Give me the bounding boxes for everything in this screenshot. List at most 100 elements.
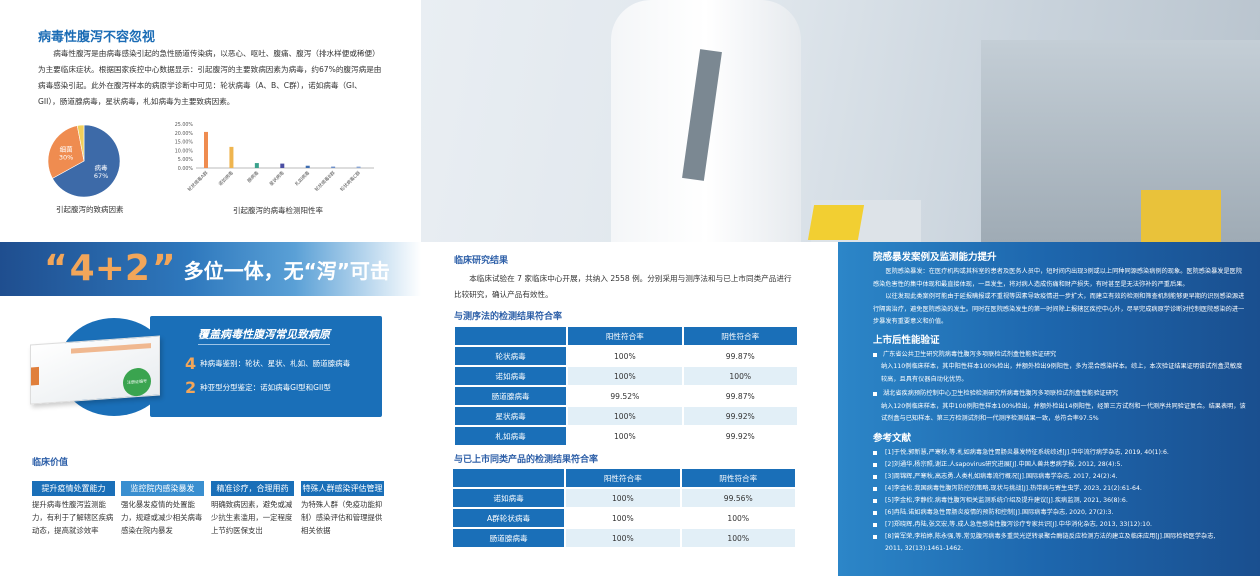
item-number: 4 <box>185 354 197 373</box>
reference-item: [8]曾军荣,李柏婷,陈永强,等.常见腹泻病毒多重荧光逆转录聚合酶链反应检测方法… <box>873 531 1233 555</box>
y-tick-label: 0.00% <box>178 166 194 172</box>
value-tag: 提升疫情处置能力 <box>32 481 115 496</box>
value-cell: 100% <box>613 431 636 441</box>
reference-item: [3]周锦辉,严寒秋,高志勇.人类札如病毒流行概况[J].国际病毒学杂志, 20… <box>873 471 1233 483</box>
bar <box>305 165 310 168</box>
table-sequencing: 阳性符合率 阴性符合率 轮状病毒 100% 99.87% 诺如病毒 100% 100% 肠道腺病… <box>453 325 799 447</box>
header-cell: 阴性符合率 <box>681 469 795 487</box>
value-cell: 100% <box>683 367 797 385</box>
intro-text: 病毒性腹泻是由病毒感染引起的急性肠道传染病，以恶心、呕吐、腹痛、腹泻（排水样便或… <box>38 49 382 106</box>
table-row: 肠道腺病毒 99.52% 99.87% <box>455 387 797 405</box>
value-tag: 监控院内感染暴发 <box>121 481 204 496</box>
banner-number: 4+2 <box>69 248 150 289</box>
value-title: 临床价值 <box>32 458 69 468</box>
pie-title: 引起腹泻的致病因素 <box>56 205 124 214</box>
value-cell: 99.56% <box>681 489 795 507</box>
pie-value: 67% <box>94 172 108 180</box>
value-cell: 99.87% <box>725 351 755 361</box>
row-label: 星状病毒 <box>455 407 567 425</box>
banner: “ 4+2 ” 多位一体，无“泻”可击 <box>0 242 421 296</box>
x-tick-label: 星状病毒 <box>268 169 286 187</box>
value-cell: 100% <box>566 529 680 547</box>
bar <box>204 131 208 168</box>
table-row: 肠道腺病毒 100% 100% <box>453 529 795 547</box>
table-market: 阳性符合率 阴性符合率 诺如病毒 100% 99.56% A群轮状病毒 100% 100% 肠道… <box>451 467 797 549</box>
product-item: 4 种病毒鉴别：轮状、星状、札如、肠道腺病毒 <box>185 354 350 373</box>
value-cell: 99.92% <box>683 407 797 425</box>
item-number: 2 <box>185 378 197 397</box>
value-text: 明确致病因素，避免或减少抗生素滥用，一定程度上节约医保支出 <box>211 500 293 535</box>
verify-item-text: 纳入120例临床样本，其中100例阳性样本100%检出，并额外检出14例阳性，经… <box>881 402 1246 423</box>
bar-title: 引起腹泻的病毒检测阳性率 <box>233 206 323 215</box>
box-label <box>71 343 151 354</box>
x-tick-label: 轮状病毒C群 <box>339 169 363 193</box>
pie-label: 病毒 <box>95 163 109 172</box>
value-text: 提升病毒性腹泻监测能力，有利于了解辖区疾病动态，提高就诊效率 <box>32 500 114 535</box>
value-text: 强化暴发疫情的处置能力，规避或减少相关病毒感染在院内暴发 <box>121 500 203 535</box>
table-row: A群轮状病毒 100% 100% <box>453 509 795 527</box>
y-tick-label: 15.00% <box>175 140 194 146</box>
pie-value: 30% <box>59 154 73 162</box>
value-cell: 100% <box>613 351 636 361</box>
reference-item: [6]冉陆.诺如病毒急性胃肠炎疫情的预防和控制[J].国际病毒学杂志, 2020… <box>873 507 1233 519</box>
verify-item-title: 湖北省疾病预防控制中心卫生检验检测研究所病毒性腹泻多项联检试剂盒性能验证研究 <box>873 388 1248 401</box>
verify-title: 上市后性能验证 <box>873 334 940 346</box>
value-cell: 100% <box>611 513 634 523</box>
quote-open: “ <box>44 248 68 289</box>
table-row: 星状病毒 100% 99.92% <box>455 407 797 425</box>
item-text: 种亚型分型鉴定：诺如病毒GI型和GII型 <box>200 383 331 392</box>
yellow-bin <box>807 205 865 240</box>
header-cell: 阳性符合率 <box>568 327 682 345</box>
outbreak-text-2: 以往发现此类案例可能由于延报瞒报或不重视等因素导致疫情进一步扩大，而建立有效的检… <box>873 293 1245 325</box>
header-cell <box>453 469 565 487</box>
outbreak-title: 院感暴发案例及监测能力提升 <box>873 252 997 263</box>
reference-item: [7]郑晓辉,冉陆,张文宏,等.成人急性感染性腹泻诊疗专家共识[J].中华消化杂… <box>873 519 1233 531</box>
yellow-bin-2 <box>1141 190 1221 242</box>
product-panel: 覆盖病毒性腹泻常见致病原 4 种病毒鉴别：轮状、星状、札如、肠道腺病毒 2 种亚… <box>150 316 382 417</box>
intro-title: 病毒性腹泻不容忽视 <box>38 30 156 45</box>
table-row: 诺如病毒 100% 99.56% <box>453 489 795 507</box>
x-tick-label: 腺病毒 <box>246 169 261 184</box>
certification-stamp: 注册证编号 <box>123 367 151 398</box>
y-tick-label: 5.00% <box>178 157 194 163</box>
bar <box>254 163 259 168</box>
header-cell: 阳性符合率 <box>566 469 680 487</box>
row-label: A群轮状病毒 <box>453 509 565 527</box>
value-cell: 99.92% <box>725 431 755 441</box>
box-tab <box>31 366 39 386</box>
x-tick-label: 轮状病毒A群 <box>186 169 210 193</box>
pie-slice <box>52 124 121 198</box>
reference-item: [4]李金松.我国病毒性腹泻防控的策略,现状与挑战[J].热带病与寄生虫学, 2… <box>873 483 1233 495</box>
bar <box>331 166 336 168</box>
bar <box>280 163 285 168</box>
clinical-text: 本临床试验在 7 家临床中心开展，共纳入 2558 例。分别采用与测序法和与已上… <box>454 274 792 299</box>
value-tag: 特殊人群感染评估管理 <box>301 481 384 496</box>
value-cell: 100% <box>568 367 682 385</box>
value-cell: 99.87% <box>725 391 755 401</box>
lab-photo <box>421 0 1260 242</box>
right-panel: 院感暴发案例及监测能力提升 医院感染暴发：在医疗机构或其科室的患者及医务人员中，… <box>838 242 1260 576</box>
value-cell: 100% <box>681 529 795 547</box>
pie-label: 细菌 <box>60 145 74 154</box>
bar <box>229 146 234 168</box>
header-cell <box>455 327 567 345</box>
row-label: 诺如病毒 <box>455 367 567 385</box>
references-title: 参考文献 <box>873 432 912 444</box>
value-text: 为特殊人群（免疫功能抑制）感染评估和管理提供相关依据 <box>301 500 383 535</box>
row-label: 札如病毒 <box>455 427 567 445</box>
value-cell: 100% <box>566 489 680 507</box>
quote-close: ” <box>151 248 176 289</box>
table-row: 轮状病毒 100% 99.87% <box>455 347 797 365</box>
value-tag: 精准诊疗，合理用药 <box>211 481 294 496</box>
value-cell: 100% <box>568 407 682 425</box>
bar <box>356 166 361 168</box>
x-tick-label: 轮状病毒B群 <box>313 169 337 193</box>
item-text: 种病毒鉴别：轮状、星状、札如、肠道腺病毒 <box>200 359 351 368</box>
y-tick-label: 10.00% <box>175 148 194 154</box>
value-cell: 99.52% <box>610 391 640 401</box>
header-cell: 阴性符合率 <box>683 327 797 345</box>
row-label: 肠道腺病毒 <box>455 387 567 405</box>
table-row: 札如病毒 100% 99.92% <box>455 427 797 445</box>
row-label: 诺如病毒 <box>453 489 565 507</box>
table1-title: 与测序法的检测结果符合率 <box>454 312 563 322</box>
